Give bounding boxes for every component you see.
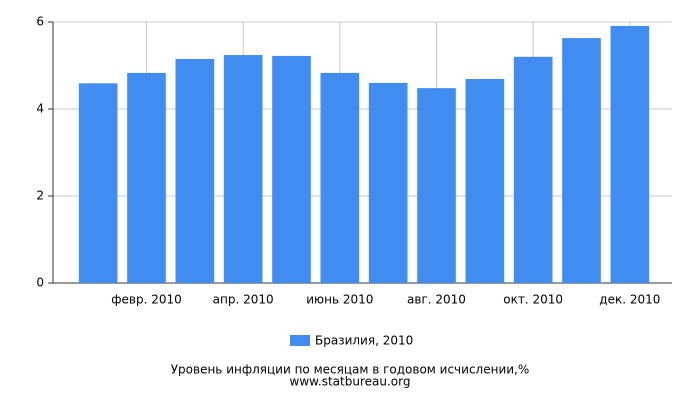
bar bbox=[417, 88, 456, 284]
bar bbox=[78, 83, 118, 284]
bar bbox=[562, 38, 601, 283]
x-tick-label: февр. 2010 bbox=[111, 293, 182, 307]
y-tick-label: 6 bbox=[36, 15, 44, 29]
x-tick-label: окт. 2010 bbox=[503, 293, 563, 307]
y-tick-label: 0 bbox=[36, 276, 44, 290]
x-tick-label: апр. 2010 bbox=[213, 293, 274, 307]
x-tick-label: дек. 2010 bbox=[599, 293, 660, 307]
bar bbox=[368, 82, 408, 284]
x-tick-label: авг. 2010 bbox=[407, 293, 466, 307]
bar bbox=[465, 78, 505, 283]
bar bbox=[223, 55, 263, 284]
bar bbox=[610, 25, 650, 283]
bar bbox=[175, 58, 215, 283]
legend-swatch bbox=[290, 335, 310, 346]
bar bbox=[272, 55, 311, 284]
y-tick-label: 4 bbox=[36, 102, 44, 116]
source: www.statbureau.org bbox=[290, 375, 411, 389]
x-axis-label: Уровень инфляции по месяцам в годовом ис… bbox=[171, 363, 530, 377]
y-tick-label: 2 bbox=[36, 189, 44, 203]
bar bbox=[513, 56, 553, 283]
x-tick-label: июнь 2010 bbox=[306, 293, 373, 307]
bar bbox=[320, 72, 360, 284]
legend-label: Бразилия, 2010 bbox=[315, 334, 413, 348]
bar bbox=[127, 72, 166, 284]
